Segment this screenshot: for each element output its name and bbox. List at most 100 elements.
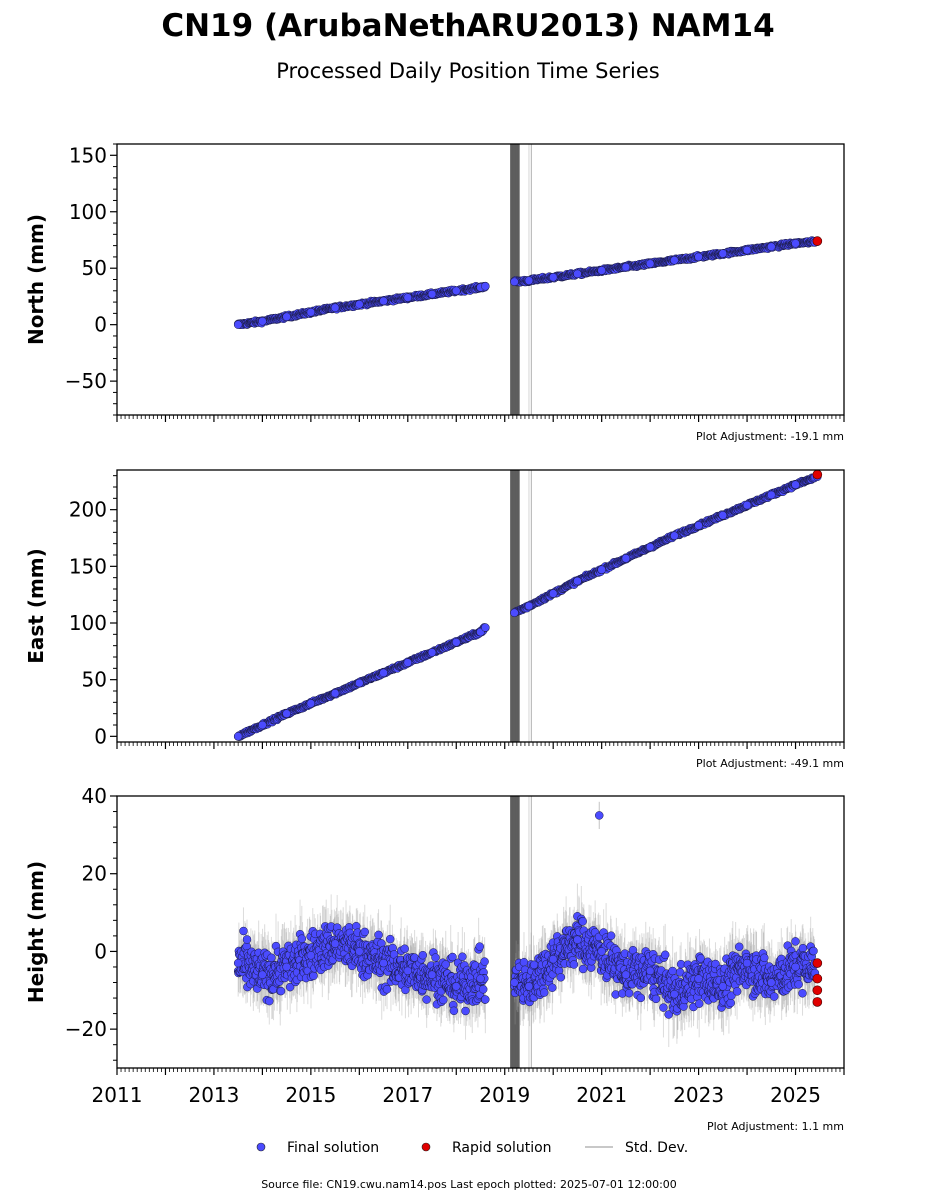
final-point: [621, 262, 631, 272]
final-point: [297, 934, 307, 943]
rapid-point: [812, 236, 823, 246]
final-point: [330, 303, 340, 312]
final-point: [265, 996, 274, 1006]
plot-area: [233, 144, 823, 415]
final-point: [360, 927, 370, 937]
final-point: [379, 668, 388, 678]
data-gap-lines: [510, 796, 532, 1068]
y-axis-label: East (mm): [24, 548, 48, 664]
final-point: [548, 983, 557, 992]
final-solution-points: [233, 236, 822, 330]
y-tick-label: −50: [65, 369, 107, 393]
rapid-point: [812, 470, 823, 480]
final-point: [403, 658, 413, 667]
x-axis: [116, 742, 845, 749]
final-point: [519, 958, 529, 967]
x-axis: [116, 415, 845, 422]
final-point: [233, 320, 243, 329]
final-point: [694, 521, 703, 530]
final-point: [448, 952, 457, 962]
final-point: [480, 957, 489, 966]
plot-adjustment-label: Plot Adjustment: -49.1 mm: [696, 757, 844, 770]
panel-1: −50 0 50 100 150 North (mm) Plot Adjustment: -…: [24, 143, 845, 443]
final-point: [548, 589, 558, 598]
y-tick-label: 100: [69, 200, 107, 224]
final-point: [422, 995, 431, 1004]
final-point: [400, 944, 409, 953]
y-axis: −50 0 50 100 150: [65, 143, 117, 416]
final-point: [791, 480, 800, 489]
final-point: [258, 720, 267, 730]
final-point: [355, 678, 364, 688]
final-point: [578, 917, 587, 926]
final-point: [578, 964, 588, 974]
plot-adjustment-label: Plot Adjustment: -19.1 mm: [696, 430, 844, 443]
final-point: [767, 242, 776, 252]
final-point: [573, 269, 582, 279]
final-point: [597, 565, 606, 574]
rapid-solution-points: [812, 236, 823, 246]
final-point: [548, 272, 558, 282]
final-point: [606, 931, 616, 940]
final-point: [524, 601, 534, 611]
figure-subtitle: Processed Daily Position Time Series: [276, 59, 660, 83]
final-point: [767, 490, 776, 500]
y-tick-label: 200: [69, 498, 107, 522]
final-point: [481, 995, 490, 1004]
final-point: [382, 985, 392, 994]
final-point: [452, 286, 461, 296]
final-point: [330, 689, 340, 698]
final-point: [427, 648, 437, 657]
final-point: [556, 973, 566, 982]
y-tick-label: 150: [69, 143, 107, 167]
final-point: [791, 239, 800, 248]
final-point: [441, 960, 450, 969]
final-point: [282, 709, 291, 718]
final-point: [258, 317, 267, 326]
final-point: [670, 531, 679, 540]
y-tick-label: 50: [82, 256, 107, 280]
final-point: [742, 245, 752, 255]
y-tick-label: 0: [94, 313, 107, 337]
plot-area: [233, 470, 823, 742]
final-point: [597, 266, 606, 275]
final-point: [431, 953, 440, 962]
final-point: [385, 934, 395, 944]
final-point: [282, 312, 291, 322]
final-point: [573, 576, 582, 586]
final-point: [427, 289, 437, 299]
final-point: [670, 256, 679, 265]
y-tick-label: 0: [94, 724, 107, 748]
final-point: [481, 623, 490, 632]
final-point: [694, 252, 703, 262]
final-point: [403, 293, 413, 302]
final-point: [309, 971, 318, 981]
plot-frame: [116, 143, 845, 416]
final-point: [449, 1006, 459, 1016]
final-point: [418, 950, 428, 960]
y-tick-label: 50: [82, 668, 107, 692]
final-point: [481, 282, 490, 291]
plot-area: [233, 796, 823, 1068]
final-point: [355, 300, 364, 309]
panel-2: 0 50 100 150 200 East (mm) Plot Adjustment: -4…: [24, 469, 845, 770]
final-point: [267, 953, 276, 963]
final-point: [306, 699, 316, 708]
y-axis: 0 50 100 150 200: [69, 475, 117, 748]
final-point: [439, 995, 448, 1005]
final-point: [452, 638, 461, 647]
final-point: [478, 985, 488, 994]
final-point: [645, 542, 655, 552]
final-point: [718, 511, 728, 520]
final-point: [742, 500, 752, 510]
panels: −50 0 50 100 150 North (mm) Plot Adjustment: -…: [24, 143, 845, 1133]
final-solution-points: [233, 472, 822, 741]
final-point: [276, 986, 286, 996]
final-point: [242, 935, 252, 944]
final-point: [239, 926, 248, 936]
final-point: [510, 277, 519, 287]
y-tick-label: 150: [69, 554, 107, 578]
final-point: [569, 960, 579, 969]
